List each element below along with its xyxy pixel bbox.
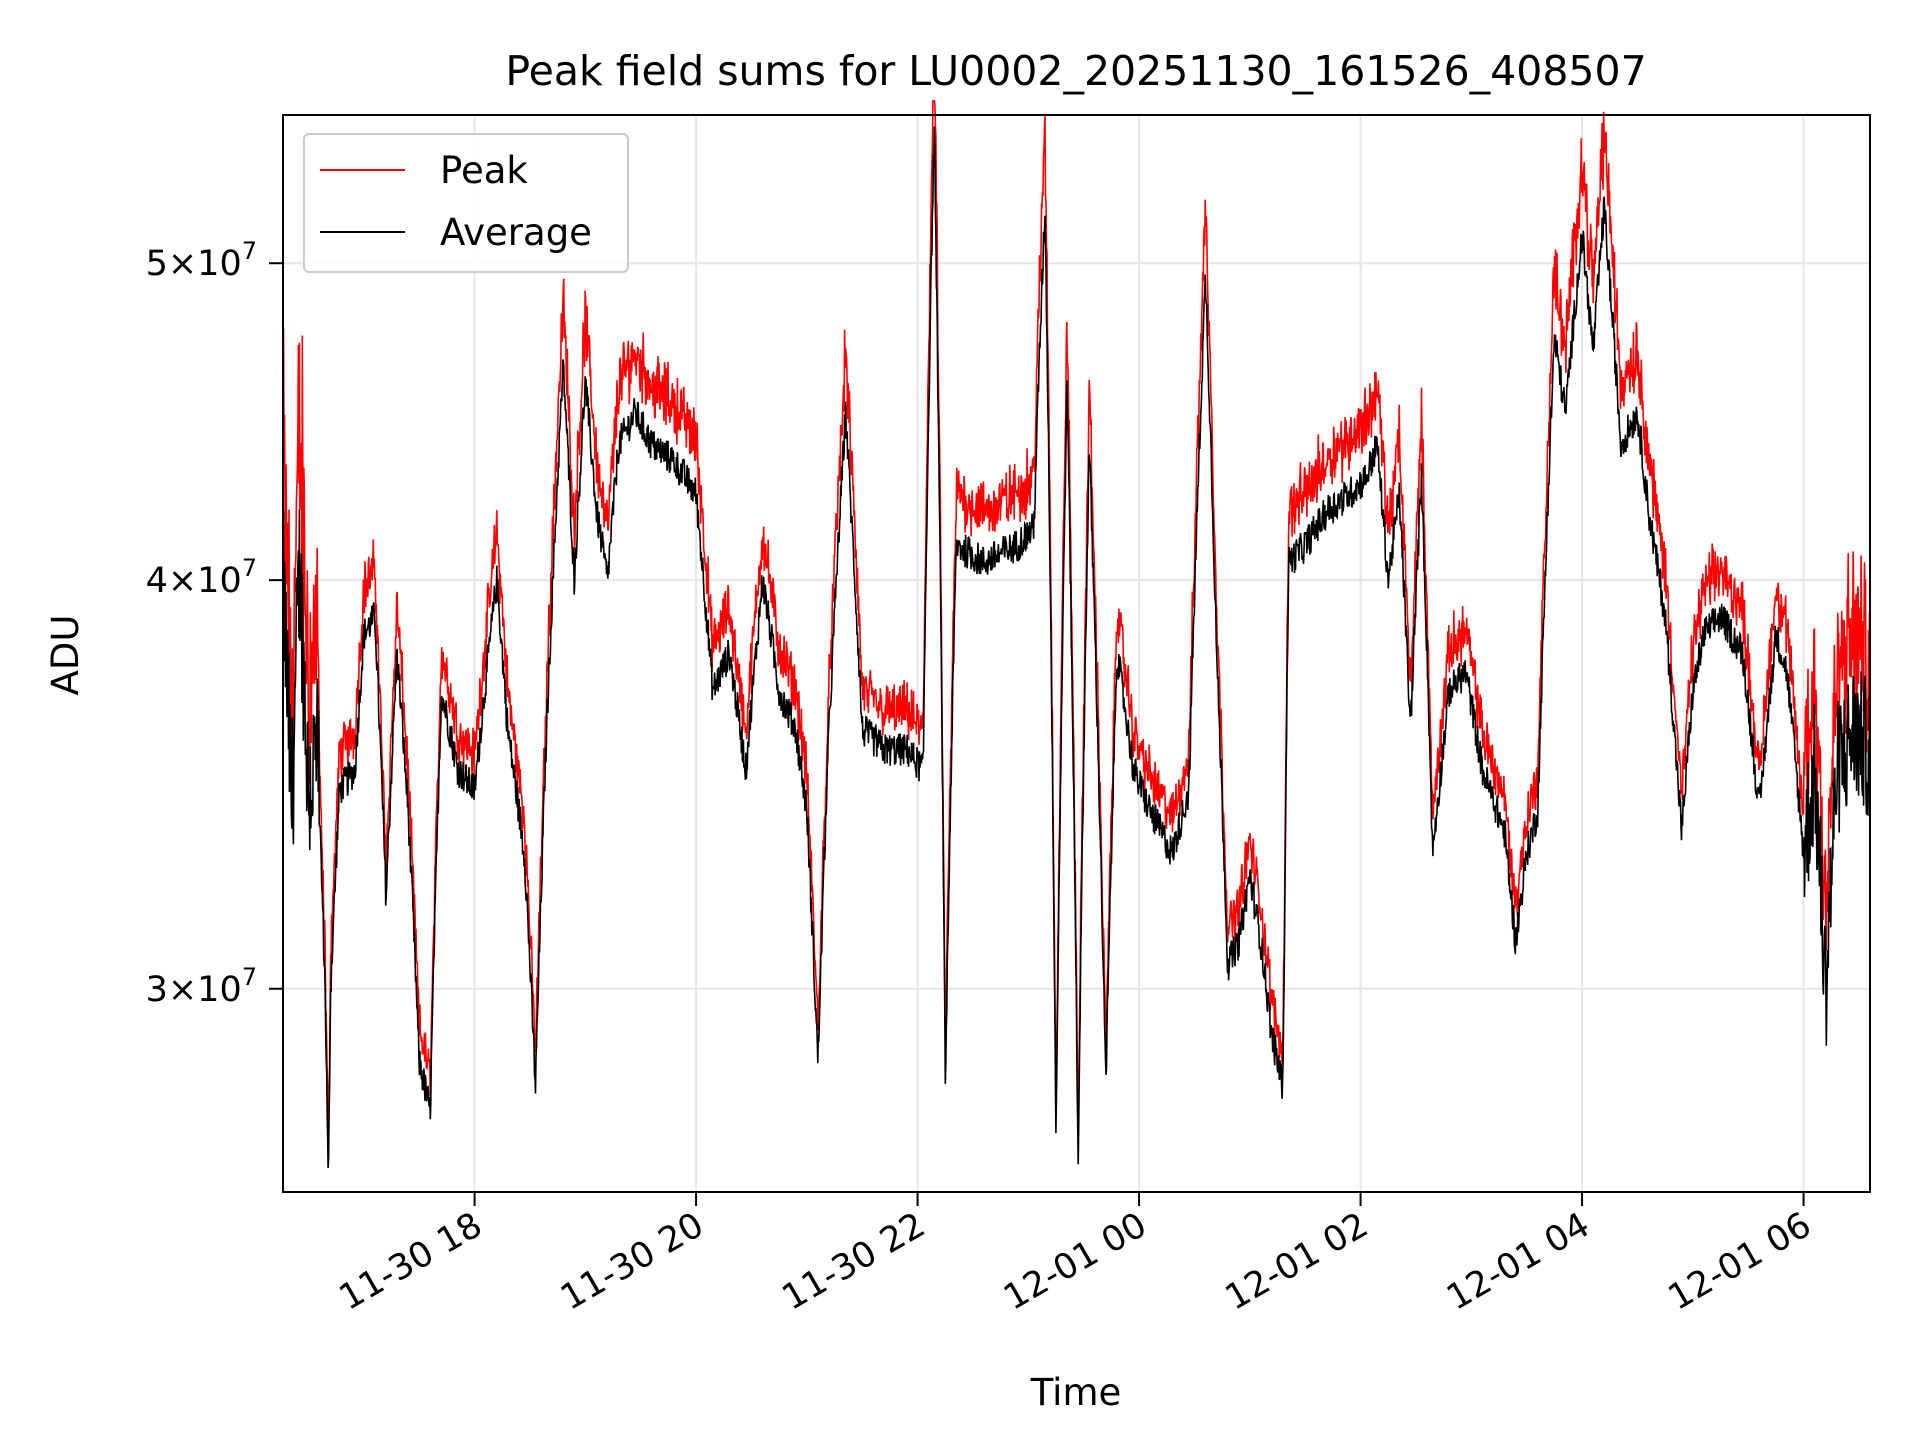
legend-box [303,133,629,273]
y-tick-label: 3×107 [146,963,257,1010]
y-axis-ticks: 3×107 4×107 5×107 [146,237,283,1010]
legend-peak-label: Peak [440,149,528,192]
y-axis-label: ADU [44,615,87,696]
plot-frame [282,114,1871,1193]
legend: Peak Average [303,133,629,273]
grid-lines [283,115,1870,1192]
legend-average-label: Average [440,211,592,254]
series-average-line [282,126,1871,1169]
chart-title: Peak field sums for LU0002_20251130_1615… [505,47,1646,95]
series-layer [282,100,1871,1169]
x-axis-label: Time [1030,1371,1122,1414]
y-tick-label: 4×107 [146,554,257,601]
y-tick-label: 5×107 [146,237,257,284]
